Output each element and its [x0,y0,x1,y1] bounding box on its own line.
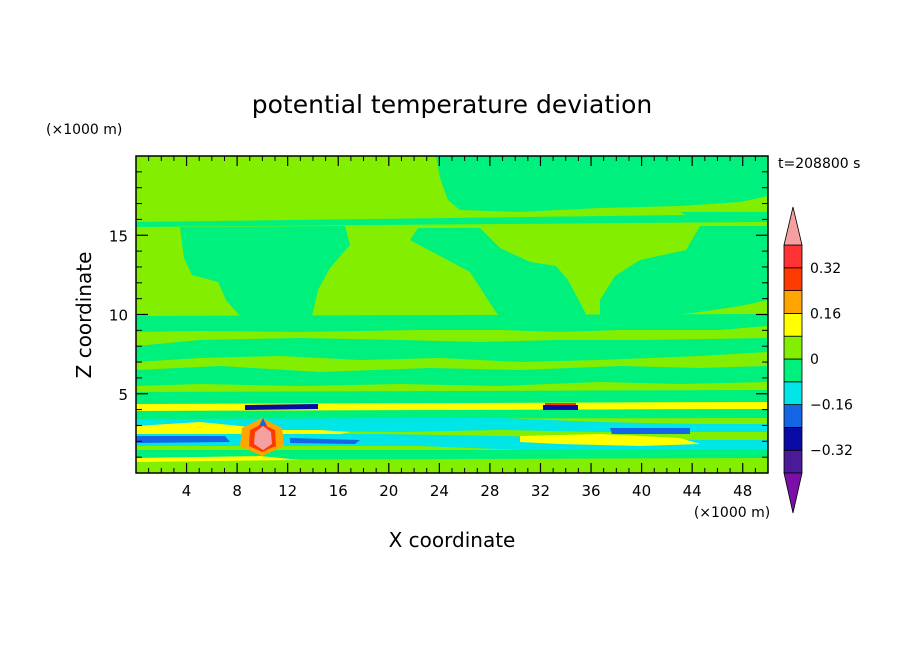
x-tick-label: 28 [480,482,499,500]
contour-cold-spire [259,418,267,426]
contour-field [136,156,768,473]
x-tick-label: 40 [632,482,651,500]
x-tick-label: 32 [531,482,550,500]
contour-band-lowlevel-1 [136,366,768,386]
x-tick-label: 24 [430,482,449,500]
contour-lobe-right [600,226,768,318]
contour-lobe-left [180,226,350,316]
contour-band-lowlevel-2 [136,390,768,404]
contour-lobe-middle [410,228,588,320]
colorbar-extend-bottom [783,472,803,514]
colorbar-extend-top [783,206,803,246]
contour-green-strip [136,409,768,419]
x-tick-label: 8 [232,482,242,500]
x-tick-label: 44 [683,482,702,500]
colorbar-segment [783,312,803,337]
contour-cyan-strip [136,418,768,432]
colorbar-tick-label: −0.32 [810,443,853,459]
contour-surface-yellow [136,456,300,462]
colorbar-segment [783,335,803,360]
colorbar-segment [783,449,803,474]
contour-cold-spot-right [543,405,578,410]
contour-band-midlevel-1 [136,314,768,332]
contour-surface-green [136,450,768,460]
x-axis-label: X coordinate [389,528,516,552]
contour-warm-rim-right [545,403,576,405]
x-tick-label: 16 [329,482,348,500]
y-tick-label: 15 [109,227,128,245]
contour-low-blue-right [610,428,690,434]
colorbar-tick-label: −0.16 [810,398,853,414]
y-tick-label: 10 [109,307,128,325]
y-axis-unit: (×1000 m) [46,122,122,138]
contour-warm-core [254,426,272,450]
x-axis-ticks: 4 8 12 16 20 24 28 32 36 40 44 48 [148,156,756,500]
y-axis-label: Z coordinate [72,252,96,379]
x-tick-label: 4 [182,482,192,500]
x-tick-label: 20 [379,482,398,500]
colorbar-segment [783,381,803,405]
x-tick-label: 48 [733,482,752,500]
contour-tropopause-band [136,214,768,227]
contour-cold-spot-left [245,404,318,410]
contour-low-blue-left [136,436,230,443]
colorbar-segment [783,358,803,383]
y-axis-ticks: 5 10 15 [109,171,768,458]
colorbar-segment [783,290,803,314]
x-tick-label: 36 [581,482,600,500]
colorbar-tick-label: 0.16 [810,306,841,322]
contour-upper-region [136,156,768,222]
colorbar-segment [783,426,803,451]
colorbar: 0.32 0.16 0 −0.16 −0.32 [783,206,853,514]
contour-low-blue-middle [290,438,360,444]
chart-title: potential temperature deviation [252,90,652,119]
colorbar-segment [783,244,803,269]
colorbar-tick-label: 0.32 [810,261,841,277]
x-axis-unit: (×1000 m) [694,505,770,521]
y-tick-label: 5 [118,386,128,404]
colorbar-segment [783,404,803,428]
time-label: t=208800 s [778,156,860,172]
colorbar-tick-label: 0 [810,352,819,368]
contour-low-yellow-right [520,434,700,446]
colorbar-segment [783,267,803,291]
contour-band-midlevel-2 [136,338,768,362]
x-tick-label: 12 [278,482,297,500]
